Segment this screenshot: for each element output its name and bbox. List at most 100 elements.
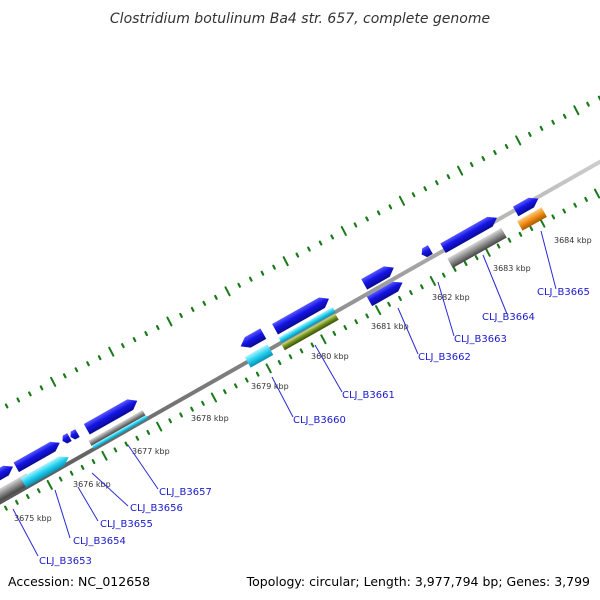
cds-feature[interactable]	[361, 262, 397, 290]
tick-label: 3679 kbp	[251, 382, 289, 391]
minor-tick	[272, 264, 276, 270]
gene-feature[interactable]	[447, 227, 507, 269]
minor-tick	[446, 174, 451, 180]
gene-feature[interactable]	[88, 410, 146, 446]
gene-label[interactable]: CLJ_B3657	[159, 487, 212, 498]
gene-label[interactable]: CLJ_B3665	[537, 287, 590, 298]
gene-label[interactable]: CLJ_B3663	[454, 334, 507, 345]
major-tick	[210, 392, 218, 403]
major-tick	[156, 421, 163, 432]
minor-tick	[529, 226, 534, 232]
minor-tick	[434, 180, 439, 186]
minor-tick	[507, 237, 512, 243]
tick-label: 3682 kbp	[432, 293, 470, 302]
cds-feature[interactable]	[13, 438, 63, 473]
major-tick	[375, 305, 382, 316]
minor-tick	[179, 312, 183, 318]
minor-tick	[388, 204, 393, 210]
minor-tick	[15, 499, 19, 505]
minor-tick	[155, 324, 160, 331]
orange-feature[interactable]	[517, 207, 547, 231]
gene-feature[interactable]	[0, 473, 32, 505]
cds-feature[interactable]	[512, 194, 541, 217]
rrna-feature[interactable]	[281, 313, 339, 351]
gene-label[interactable]: CLJ_B3654	[73, 536, 126, 547]
minor-tick	[376, 210, 381, 216]
gene-label[interactable]: CLJ_B3661	[342, 390, 395, 401]
minor-tick	[91, 459, 96, 465]
minor-tick	[353, 222, 358, 228]
trna-feature[interactable]	[92, 414, 148, 450]
cds-feature[interactable]	[60, 433, 72, 445]
map-title: Clostridium botulinum Ba4 str. 657, comp…	[110, 11, 490, 27]
cds-feature[interactable]	[419, 245, 433, 259]
minor-tick	[39, 385, 44, 391]
minor-tick	[62, 373, 67, 379]
cds-feature[interactable]	[238, 328, 267, 351]
leader-line	[77, 486, 99, 522]
major-tick	[457, 165, 464, 176]
minor-tick	[260, 270, 265, 276]
major-tick	[50, 376, 57, 387]
gene-label[interactable]: CLJ_B3655	[100, 519, 153, 530]
minor-tick	[80, 464, 85, 470]
leader-line	[314, 344, 343, 393]
cds-feature[interactable]	[440, 213, 499, 254]
tick-label: 3681 kbp	[371, 322, 409, 331]
minor-tick	[168, 418, 172, 424]
cds-feature[interactable]	[366, 278, 405, 307]
trna-feature[interactable]	[278, 307, 336, 343]
minor-tick	[288, 354, 293, 360]
minor-tick	[387, 301, 391, 307]
minor-tick	[190, 306, 195, 312]
cds-feature[interactable]	[272, 294, 332, 335]
minor-tick	[132, 337, 137, 343]
minor-tick	[409, 290, 413, 296]
gene-features	[0, 194, 547, 505]
outer-tick-ring	[4, 95, 600, 409]
gene-label[interactable]: CLJ_B3656	[130, 503, 183, 514]
minor-tick	[58, 476, 63, 482]
minor-tick	[562, 208, 567, 214]
minor-tick	[539, 125, 544, 131]
genome-summary-text: Topology: circular; Length: 3,977,794 bp…	[246, 574, 590, 589]
tick-label: 3675 kbp	[14, 514, 52, 523]
minor-tick	[420, 284, 424, 290]
gene-label[interactable]: CLJ_B3653	[39, 556, 92, 567]
gene-label[interactable]: CLJ_B3660	[293, 415, 346, 426]
minor-tick	[343, 325, 348, 331]
minor-tick	[354, 319, 359, 325]
cds-feature[interactable]	[83, 395, 140, 435]
leader-line	[397, 307, 419, 355]
major-tick	[224, 286, 231, 297]
leader-line	[12, 508, 39, 557]
minor-tick	[28, 391, 32, 397]
major-tick	[484, 246, 491, 257]
minor-tick	[16, 397, 21, 403]
gene-label[interactable]: CLJ_B3662	[418, 352, 471, 363]
minor-tick	[86, 361, 90, 367]
minor-tick	[332, 330, 337, 336]
minor-tick	[179, 412, 183, 418]
minor-tick	[36, 488, 41, 494]
major-tick	[166, 316, 173, 327]
minor-tick	[146, 429, 151, 435]
minor-tick	[201, 400, 205, 406]
cds-feature[interactable]	[0, 462, 16, 487]
trna-feature[interactable]	[244, 344, 274, 368]
minor-tick	[295, 252, 300, 258]
gene-label[interactable]: CLJ_B3664	[482, 312, 535, 323]
major-tick	[265, 363, 272, 374]
cds-feature[interactable]	[68, 429, 80, 441]
tick-label: 3680 kbp	[311, 352, 349, 361]
leader-line	[482, 254, 508, 315]
minor-tick	[365, 216, 369, 222]
trna-feature[interactable]	[20, 452, 72, 488]
minor-tick	[584, 196, 588, 202]
minor-tick	[121, 343, 125, 349]
major-tick	[108, 346, 115, 357]
major-tick	[282, 256, 289, 267]
minor-tick	[496, 243, 501, 249]
tick-labels: 3675 kbp 3676 kbp 3677 kbp 3678 kbp 3679…	[14, 236, 592, 523]
